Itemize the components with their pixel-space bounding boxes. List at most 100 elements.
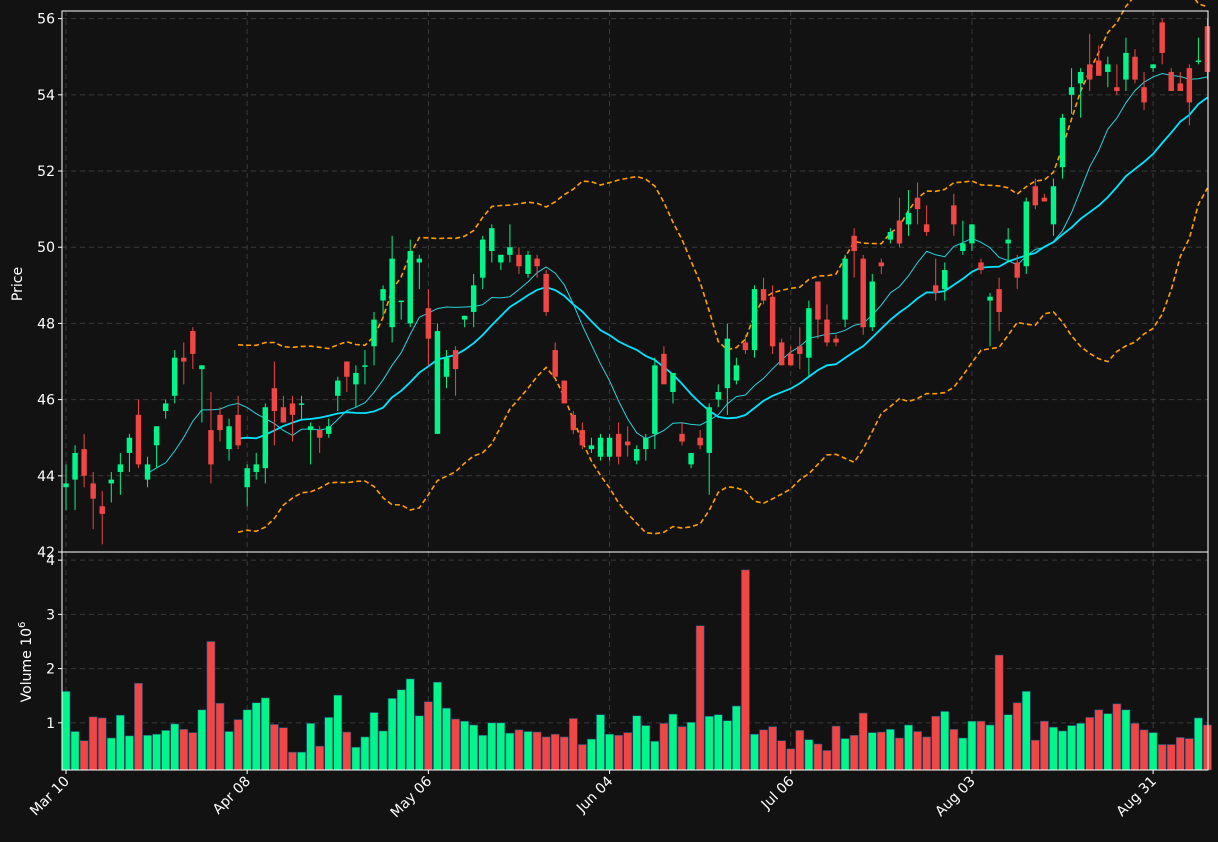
volume-bar [70,731,80,771]
candle-body [326,426,332,434]
volume-bar [134,682,143,771]
volume-bar [587,738,596,771]
volume-bar [804,739,814,771]
volume-bar [578,744,587,771]
candle-body [1041,197,1048,202]
volume-bar [414,715,424,771]
candle-body [443,357,450,377]
price-tick-label: 54 [37,88,55,104]
candle-body [588,445,595,450]
volume-bar [396,689,406,771]
candle-body [1150,64,1156,69]
volume-bar [532,731,542,771]
price-axis-ticks: 42 44 46 48 50 52 54 56 [37,12,62,561]
candle-body [371,319,377,347]
candle-body [271,388,278,412]
volume-bar [623,732,633,771]
volume-bar [550,733,560,771]
candle-body [434,331,441,434]
volume-bar [106,737,116,771]
candle-body [806,308,812,358]
volume-bar [596,714,605,771]
volume-bar [1157,744,1167,771]
volume-bar [188,732,198,771]
volume-axis-label: Volume 106 [17,622,35,703]
volume-bar [650,740,660,771]
candle-body [226,426,232,450]
volume-bar [940,711,950,771]
volume-bar [722,720,732,771]
candle-body [362,365,368,367]
candle-body [126,437,133,453]
candle-body [815,281,821,320]
candle-body [661,353,667,385]
candle-body [199,365,205,370]
volume-bar [949,729,959,771]
volume-bar [360,736,370,771]
candle-body [670,372,676,392]
candle-body [516,254,522,267]
volume-bar [270,724,279,771]
candle-body [896,220,903,244]
candle-body [615,433,622,457]
price-gridlines [62,11,1208,552]
candle-body [842,258,848,320]
volume-bar [224,731,234,771]
candle-body [63,483,69,488]
candle-body [344,361,350,377]
sma-short-line [147,72,1208,474]
candle-body [688,452,694,465]
candle-body [398,300,404,303]
volume-bar [1194,717,1203,771]
volume-bar [614,734,623,771]
volume-bar [197,709,207,771]
candle-body [788,353,794,366]
candle-body [99,506,105,514]
volume-bar [324,717,334,771]
volume-bar [895,737,904,771]
candle-body [534,258,540,267]
candle-body [153,426,160,446]
volume-bar [541,736,551,771]
volume-axis-label-text: Volume [19,650,35,702]
candle-body [135,414,142,465]
candle-body [190,331,196,354]
volume-bar [1067,725,1076,771]
bollinger-upper-line [238,0,1208,351]
volume-bar [632,715,642,771]
volume-bar [840,738,850,771]
volume-bar [1049,726,1058,771]
price-tick-label: 52 [37,164,55,180]
volume-bar [922,736,931,771]
candle-body [289,403,296,415]
volume-bar [1175,737,1185,771]
candle-body [634,449,640,461]
volume-bar [97,717,107,771]
candle-body [480,239,486,278]
volume-bar [1031,739,1040,771]
candle-body [887,231,894,240]
candle-body [380,289,386,301]
volume-bar [641,725,651,771]
volume-bar [79,740,89,771]
volume-bar [559,736,569,771]
candle-body [733,365,740,381]
candle-body [452,350,459,370]
candle-body [244,468,250,488]
candle-body [905,212,912,225]
volume-bar [976,720,986,771]
candle-body [570,414,577,431]
volume-bar [913,731,922,771]
volume-bar [242,709,252,771]
volume-bar [251,702,261,771]
volume-bar [116,714,125,771]
volume-bar [858,712,868,771]
candle-body [1204,26,1211,72]
candle-body [914,197,921,210]
volume-bar [1040,720,1049,771]
candle-body [1050,186,1057,225]
candle-body [171,357,178,396]
volume-bar [351,746,361,771]
price-axis-label: Price [10,267,26,301]
volume-bar [88,716,98,771]
